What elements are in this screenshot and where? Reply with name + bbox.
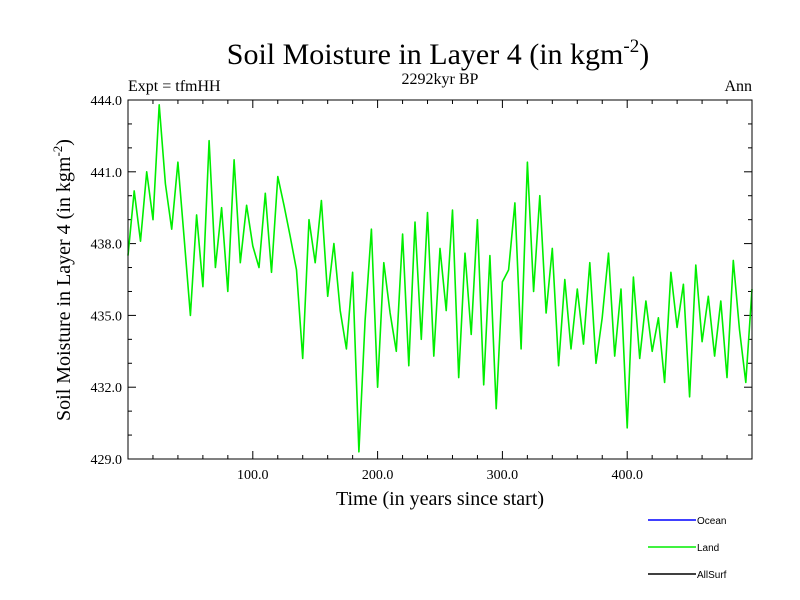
season-label: Ann [724,78,752,95]
chart-subtitle: 2292kyr BP [402,71,479,88]
axis-ticks: 100.0 200.0 300.0 400.0 429.0 432.0 435.0 438.0… [91,94,752,483]
y-tick-label: 441.0 [91,166,123,181]
x-tick-label: 100.0 [237,468,269,483]
legend-label-ocean: Ocean [697,516,726,527]
y-tick-label: 429.0 [91,453,123,468]
experiment-label: Expt = tfmHH [128,78,221,95]
y-tick-label: 438.0 [91,238,123,253]
x-tick-label: 400.0 [611,468,643,483]
legend-label-land: Land [697,543,719,554]
plot-frame [127,99,753,460]
series-line-land [127,104,753,453]
chart-title: Soil Moisture in Layer 4 (in kgm-2) [227,36,649,71]
x-tick-label: 300.0 [487,468,519,483]
legend: Ocean Land AllSurf [648,516,727,581]
series-lines [127,104,753,453]
y-axis-label: Soil Moisture in Layer 4 (in kgm-2) [50,139,75,421]
x-axis-label: Time (in years since start) [336,488,544,510]
x-tick-label: 200.0 [362,468,394,483]
y-tick-label: 435.0 [91,309,123,324]
legend-label-allsurf: AllSurf [697,570,727,581]
y-tick-label: 444.0 [91,94,123,109]
y-tick-label: 432.0 [91,381,123,396]
